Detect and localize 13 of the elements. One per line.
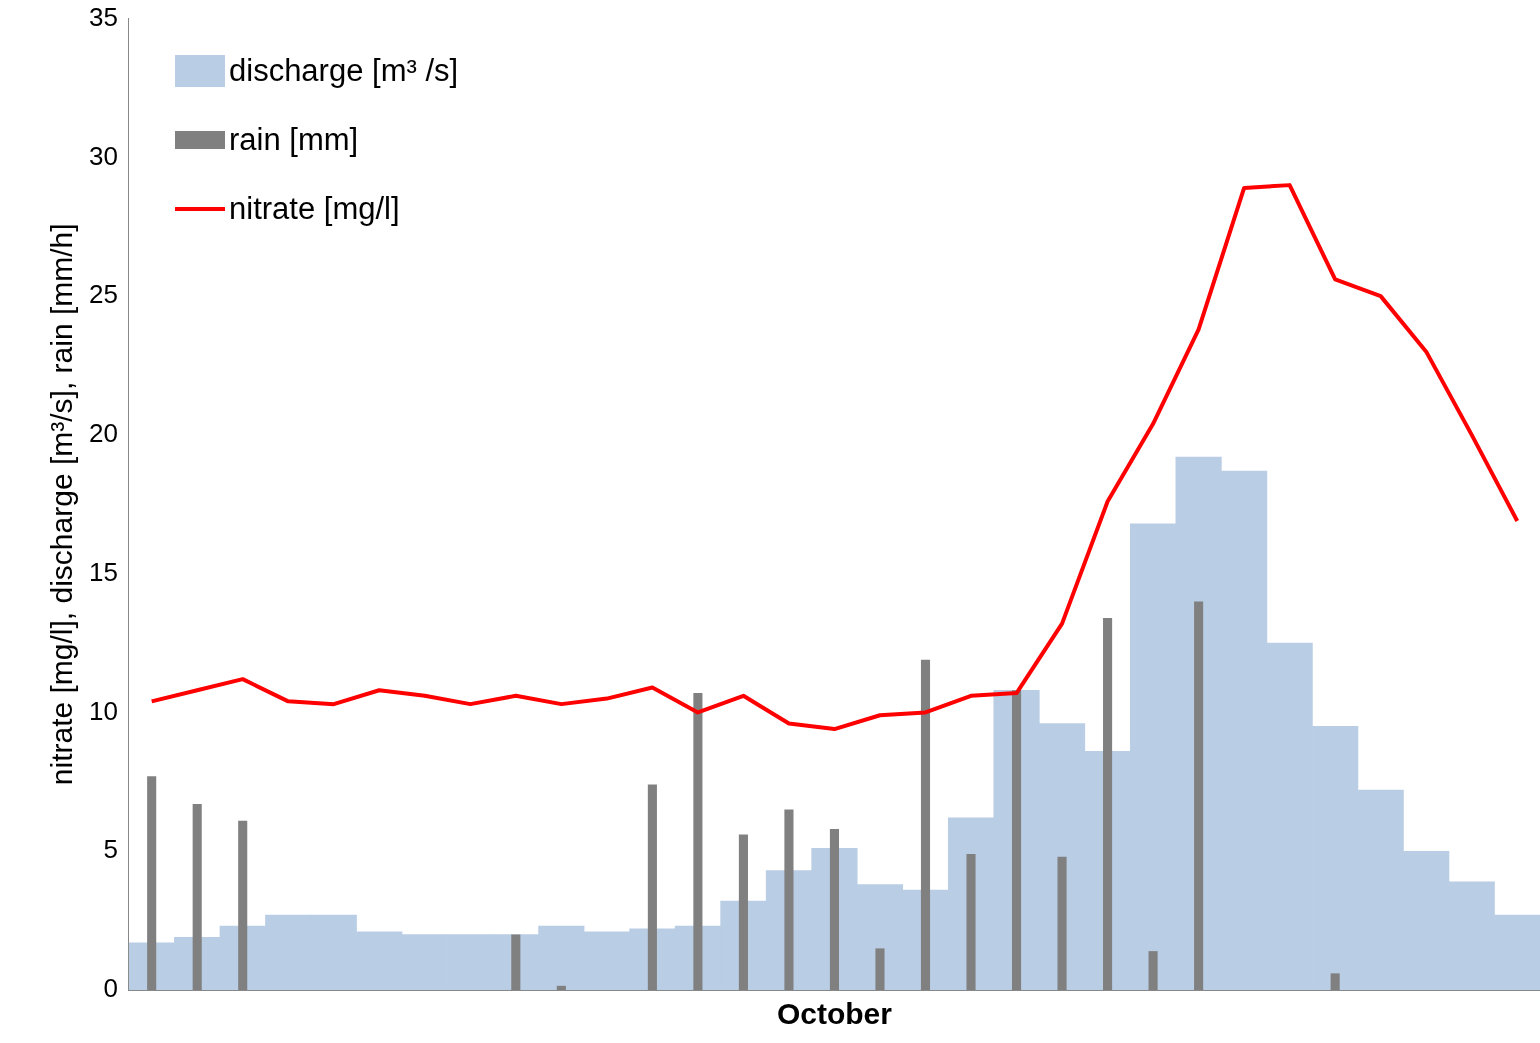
y-axis-title: nitrate [mg/l], discharge [m³/s], rain [mm/h] [45, 223, 79, 786]
y-tick-label: 15 [89, 556, 118, 587]
y-tick-label: 5 [103, 834, 118, 865]
legend-label: rain [mm] [229, 121, 359, 158]
y-tick-label: 20 [89, 418, 118, 449]
y-tick-label: 25 [89, 279, 118, 310]
y-tick-label: 10 [89, 695, 118, 726]
y-tick-label: 30 [89, 140, 118, 171]
x-axis-title: October [776, 997, 893, 1031]
legend-label: discharge [m³ /s] [229, 52, 459, 89]
legend-label: nitrate [mg/l] [229, 190, 400, 227]
y-tick-label: 0 [103, 973, 118, 1004]
y-tick-label: 35 [89, 1, 118, 32]
